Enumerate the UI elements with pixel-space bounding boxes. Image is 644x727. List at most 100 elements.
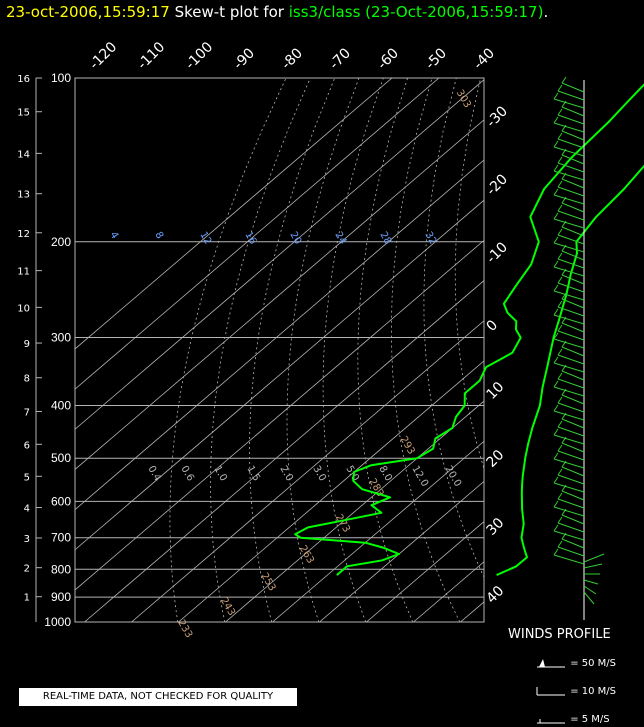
height-label: 16 — [17, 74, 30, 85]
wind-barb — [561, 130, 585, 141]
temperature-label: -50 — [423, 45, 450, 72]
mixing-ratio-label: 28 — [377, 230, 393, 247]
wind-barb-flag — [561, 364, 567, 372]
wind-barb — [561, 226, 585, 237]
pressure-label: 200 — [51, 235, 71, 249]
temperature-trace — [496, 164, 644, 577]
isotherm — [319, 480, 484, 622]
wind-barb — [561, 394, 585, 405]
mixing-ratio-label: 1.5 — [244, 464, 261, 483]
wind-barb-flag — [557, 132, 563, 140]
temperature-label: 20 — [484, 447, 508, 471]
title-date: 23-oct-2006,15:59:17 — [6, 3, 170, 21]
wind-barb — [561, 346, 585, 357]
barb-10-icon — [536, 687, 565, 696]
wind-barb-flag — [557, 468, 563, 476]
wind-barb-flag — [553, 428, 559, 436]
wind-barb-flag — [557, 276, 563, 284]
mixing-ratio-label: 32 — [422, 230, 438, 247]
dry-adiabat-label: 273 — [333, 513, 352, 535]
isotherm — [508, 78, 644, 622]
mixing-ratio-label: 2.0 — [277, 464, 294, 483]
mixing-ratio-label: 0.4 — [145, 464, 162, 483]
wind-barb — [557, 138, 585, 149]
chart-grid — [35, 77, 644, 623]
wind-barb — [553, 482, 585, 493]
dry-adiabat — [515, 78, 644, 622]
height-label: 7 — [24, 407, 30, 418]
wind-barb — [561, 490, 585, 501]
wind-barb-flag — [553, 116, 559, 124]
wind-barb — [553, 314, 585, 325]
wind-barb — [561, 154, 585, 165]
wind-barb — [553, 266, 585, 277]
wind-barb-flag — [553, 284, 559, 292]
height-label: 4 — [24, 504, 30, 515]
wind-barb-flag — [557, 540, 563, 548]
wind-barb — [583, 585, 597, 595]
plot-title: 23-oct-2006,15:59:17 Skew-t plot for iss… — [6, 3, 548, 21]
temperature-label: -110 — [135, 39, 169, 73]
wind-barb — [553, 122, 585, 133]
isotherm — [75, 119, 484, 470]
title-source: iss3/class (23-Oct-2006,15:59:17) — [288, 3, 544, 21]
wind-barb — [557, 474, 585, 485]
wind-barb-flag — [561, 340, 567, 348]
pressure-label: 1000 — [44, 615, 71, 629]
wind-barb — [553, 386, 585, 397]
wind-barb — [583, 591, 595, 605]
barb-50-icon — [537, 659, 565, 668]
wind-barb-flag — [553, 404, 559, 412]
wind-barb — [561, 322, 585, 333]
pressure-label: 800 — [51, 562, 71, 576]
wind-barb-flag — [553, 500, 559, 508]
wind-barb — [553, 338, 585, 349]
wind-barb-flag — [557, 372, 563, 380]
wind-barb-flag — [553, 308, 559, 316]
mixing-ratio-label: 20 — [287, 230, 303, 247]
isotherm — [75, 159, 484, 511]
mixing-ratio-label: 20.0 — [442, 464, 463, 489]
wind-barb-flag — [561, 220, 567, 228]
wind-barb — [557, 354, 585, 365]
wind-barb-flag — [557, 492, 563, 500]
wind-barb — [583, 553, 605, 563]
wind-barb-flag — [557, 420, 563, 428]
mixing-ratio-label: 5.0 — [343, 464, 360, 483]
data-quality-notice: REAL-TIME DATA, NOT CHECKED FOR QUALITY — [19, 688, 297, 706]
mixing-ratio-label: 3.0 — [310, 464, 327, 483]
wind-barb — [557, 546, 585, 557]
wind-barb — [557, 186, 585, 197]
wind-barb — [561, 418, 585, 429]
temperature-label: -80 — [279, 45, 306, 72]
legend-50-label: = 50 M/S — [570, 658, 616, 669]
isotherm — [75, 199, 484, 551]
wind-barb — [557, 402, 585, 413]
dry-adiabat — [210, 78, 311, 622]
wind-barb-flag — [561, 460, 567, 468]
wind-barb — [553, 458, 585, 469]
dry-adiabat — [571, 78, 644, 622]
wind-barb-flag — [553, 524, 559, 532]
temperature-label: -100 — [183, 39, 217, 73]
wind-barb-flag — [553, 332, 559, 340]
wind-barb — [561, 82, 585, 93]
isotherm — [75, 78, 393, 350]
dry-adiabat — [169, 78, 287, 622]
dewpoint-trace — [294, 83, 644, 576]
height-label: 14 — [17, 149, 30, 160]
dry-adiabat — [357, 78, 414, 622]
wind-barb-flag — [561, 196, 567, 204]
temperature-label: -20 — [484, 171, 511, 198]
dry-adiabat-label: 233 — [175, 618, 194, 640]
wind-barb — [553, 506, 585, 517]
wind-barb-flag — [561, 412, 567, 420]
isotherm — [75, 78, 440, 390]
dry-adiabat — [544, 78, 644, 622]
wind-barb — [561, 274, 585, 285]
isotherm — [75, 239, 484, 591]
wind-barb-flag — [557, 348, 563, 356]
isotherm — [366, 521, 484, 622]
wind-barb-flag — [557, 84, 563, 92]
